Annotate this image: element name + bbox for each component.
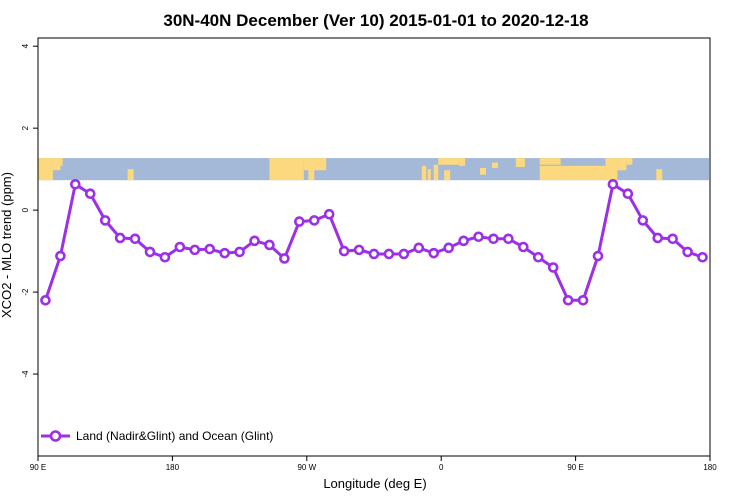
land-mass [539, 165, 606, 181]
data-point [637, 215, 649, 226]
land-mass [444, 170, 451, 181]
land-mass [427, 169, 431, 181]
land-mass [515, 158, 525, 167]
data-point [622, 188, 634, 200]
data-point [682, 246, 693, 258]
data-point [562, 294, 574, 306]
data-point [294, 216, 305, 227]
y-axis: -4 -2 0 2 4 [21, 43, 38, 378]
data-point [652, 232, 664, 244]
data-point [204, 243, 216, 255]
data-point [99, 215, 111, 226]
x-tick-label: 90 E [30, 463, 46, 472]
data-point [55, 250, 66, 262]
land-mass [459, 158, 466, 166]
land-mass [127, 169, 134, 181]
x-tick-label: 90 E [567, 463, 583, 472]
legend: Land (Nadir&Glint) and Ocean (Glint) [41, 429, 273, 443]
data-point [383, 248, 395, 260]
data-point [84, 188, 96, 200]
x-tick-label: 180 [703, 463, 717, 472]
data-point [338, 245, 350, 257]
data-point [144, 246, 156, 258]
data-point [308, 215, 320, 226]
land-mass [60, 158, 63, 166]
data-point [353, 244, 365, 256]
data-point [503, 233, 514, 245]
x-tick-label: 90 W [297, 463, 316, 472]
land-mass [52, 158, 61, 171]
data-point [368, 248, 380, 260]
y-tick-label: -4 [21, 370, 30, 378]
land-mass [269, 158, 304, 181]
data-point [264, 239, 275, 251]
data-point [70, 179, 81, 190]
land-mass [656, 169, 663, 181]
data-point [488, 233, 499, 245]
data-point [443, 242, 454, 254]
legend-label: Land (Nadir&Glint) and Ocean (Glint) [76, 429, 273, 443]
data-point [398, 248, 410, 260]
data-point [159, 251, 171, 263]
legend-marker [49, 430, 62, 442]
data-point [458, 235, 469, 247]
x-axis: 90 E 180 90 W 0 90 E 180 [30, 456, 717, 472]
data-point [189, 244, 201, 256]
data-point [249, 235, 260, 247]
data-point [428, 247, 440, 259]
data-point [114, 232, 126, 244]
y-tick-label: 4 [21, 43, 30, 48]
land-mass [491, 162, 498, 169]
world-map-strip [38, 158, 709, 181]
land-mass [605, 158, 618, 181]
land-mass [539, 158, 561, 165]
data-point [323, 208, 335, 220]
y-tick-label: 0 [21, 207, 30, 212]
y-tick-label: 2 [21, 125, 30, 130]
data-point [279, 253, 290, 264]
land-mass [38, 158, 53, 181]
plot-frame [37, 37, 711, 457]
data-point [129, 233, 141, 245]
land-mass [421, 165, 427, 181]
land-mass [433, 164, 439, 181]
y-tick-label: -2 [21, 288, 30, 296]
data-point [667, 233, 678, 245]
data-point [174, 241, 186, 253]
land-mass [303, 158, 327, 171]
land-mass [626, 158, 633, 165]
data-point [40, 294, 51, 306]
x-tick-label: 0 [439, 463, 444, 472]
data-point [607, 179, 619, 190]
data-point [697, 251, 708, 263]
data-point [592, 250, 604, 262]
data-point [219, 247, 230, 259]
land-mass [438, 158, 460, 165]
data-point [413, 242, 425, 254]
y-axis-label: XCO2 - MLO trend (ppm) [0, 172, 14, 318]
data-point [234, 246, 245, 258]
land-mass [308, 169, 315, 181]
land-mass [617, 158, 627, 171]
data-point [518, 241, 529, 253]
data-point [532, 251, 544, 263]
series-line [44, 182, 704, 302]
land-mass [480, 168, 486, 175]
chart-title: 30N-40N December (Ver 10) 2015-01-01 to … [163, 11, 588, 30]
data-point [577, 294, 589, 306]
series-layer [40, 179, 708, 306]
x-axis-label: Longitude (deg E) [323, 476, 426, 491]
data-point [547, 262, 559, 273]
data-point [473, 231, 484, 243]
x-tick-label: 180 [166, 463, 180, 472]
